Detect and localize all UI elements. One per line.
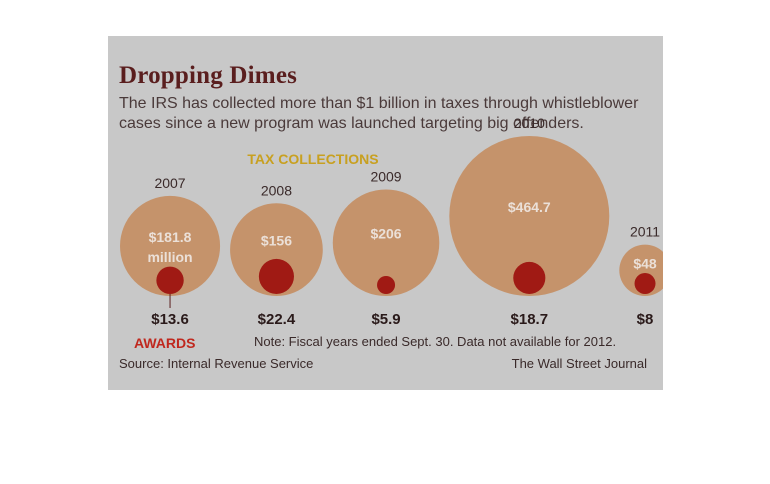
year-label-2008: 2008 xyxy=(261,182,292,198)
collection-bubble-2007 xyxy=(120,195,221,296)
award-bubble-2009 xyxy=(377,275,396,294)
bubble-chart: TAX COLLECTIONS 2007 $181.8 million $13.6 200… xyxy=(120,115,663,351)
chart-source: Source: Internal Revenue Service xyxy=(119,356,314,371)
award-bubble-2011 xyxy=(634,273,656,294)
chart-panel: Dropping Dimes The IRS has collected mor… xyxy=(108,36,663,390)
chart-subtitle: The IRS has collected more than $1 billi… xyxy=(119,95,639,132)
award-value-2009: $5.9 xyxy=(371,311,400,328)
award-bubble-2008 xyxy=(258,258,294,294)
year-label-2009: 2009 xyxy=(370,168,401,184)
chart-note: Note: Fiscal years ended Sept. 30. Data … xyxy=(254,334,617,349)
legend-tax-collections: TAX COLLECTIONS xyxy=(247,151,378,167)
collection-value-2007: $181.8 xyxy=(149,229,192,245)
award-value-2010: $18.7 xyxy=(511,311,549,328)
collection-value-2009: $206 xyxy=(370,226,401,242)
collection-value-2008: $156 xyxy=(261,233,292,249)
award-value-2011: $8 xyxy=(637,311,654,328)
year-label-2010: 2010 xyxy=(514,115,545,131)
legend-awards: AWARDS xyxy=(134,335,195,351)
chart-title: Dropping Dimes xyxy=(119,62,298,89)
collection-value-2010: $464.7 xyxy=(508,199,551,215)
award-bubble-2010 xyxy=(513,261,546,294)
year-label-2007: 2007 xyxy=(154,175,185,191)
chart-credit: The Wall Street Journal xyxy=(511,356,647,371)
award-value-2008: $22.4 xyxy=(258,311,296,328)
collection-value-2011: $48 xyxy=(633,255,657,271)
collection-bubble-2008 xyxy=(230,203,323,296)
collection-bubble-2009 xyxy=(332,189,440,296)
collection-bubble-2010 xyxy=(449,136,610,296)
award-value-2007: $13.6 xyxy=(151,311,189,328)
collection-unit-label: million xyxy=(147,249,192,265)
year-label-2011: 2011 xyxy=(630,224,660,240)
award-bubble-2007 xyxy=(156,266,184,294)
